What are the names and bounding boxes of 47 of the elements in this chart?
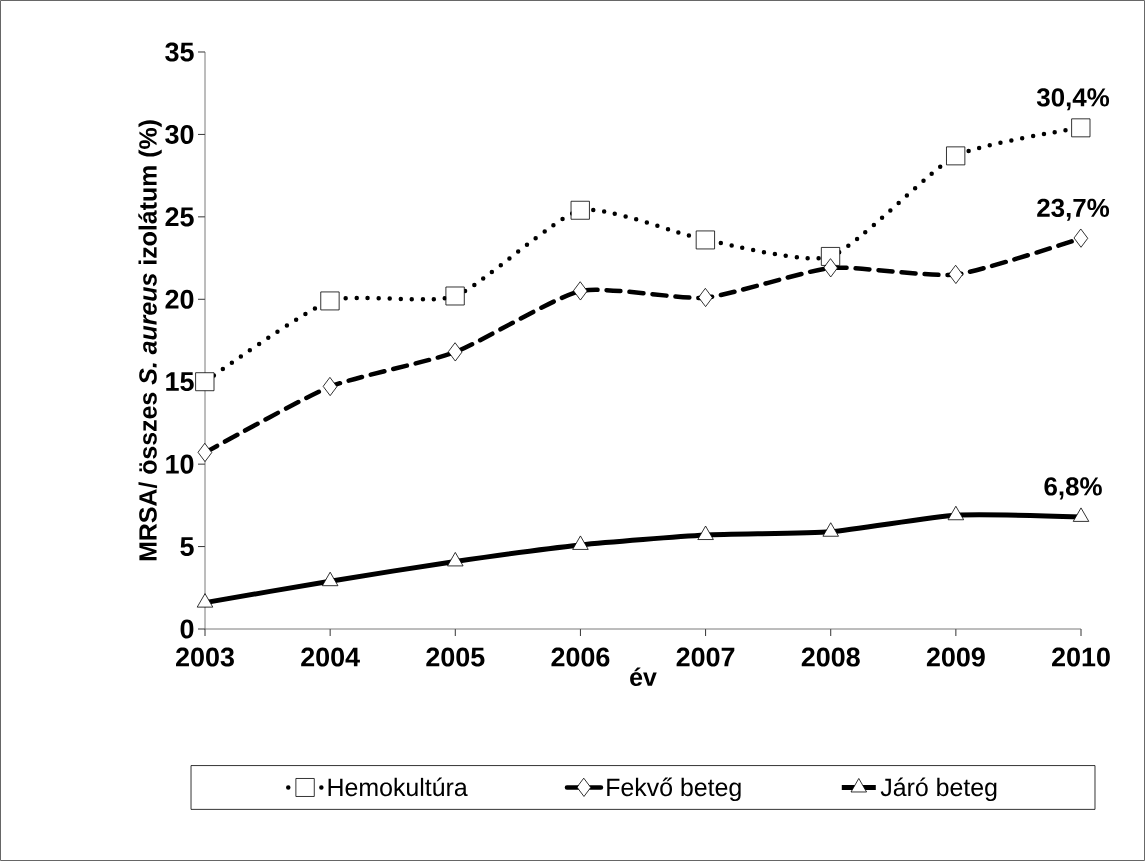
point — [447, 552, 464, 567]
point — [1071, 118, 1091, 138]
point — [320, 291, 340, 311]
x-tick-label: 2010 — [1052, 647, 1110, 667]
point — [698, 288, 713, 308]
point — [197, 443, 213, 462]
point — [1072, 507, 1090, 522]
x-tick-label: 2009 — [926, 647, 985, 667]
annotation: 30,4% — [1036, 88, 1110, 111]
x-axis-title: év — [630, 667, 657, 686]
legend-label: Fekvő beteg — [607, 777, 741, 802]
point — [573, 281, 588, 301]
annotation: 6,8% — [1044, 477, 1102, 500]
x-tick-label: 2008 — [801, 647, 860, 667]
y-tick-label: 10 — [166, 454, 194, 474]
y-axis-title: MRSA/ összes S. aureus izolátum (%) — [138, 120, 162, 561]
x-tick-label: 2005 — [426, 647, 485, 667]
point — [823, 258, 838, 278]
point — [196, 593, 214, 608]
legend-label: Járó beteg — [880, 777, 997, 802]
y-tick-label: 5 — [180, 537, 194, 556]
y-tick-label: 20 — [165, 289, 194, 309]
x-tick-label: 2004 — [301, 647, 360, 667]
x-tick-label: 2003 — [176, 647, 234, 667]
point — [1073, 228, 1089, 248]
y-tick-label: 25 — [165, 207, 194, 227]
point — [822, 522, 839, 537]
point — [948, 265, 964, 284]
point — [697, 525, 714, 540]
y-tick-label: 15 — [166, 372, 194, 392]
point — [696, 230, 715, 250]
point — [322, 377, 338, 397]
point — [947, 505, 965, 521]
legend-label: Hemokultúra — [328, 777, 468, 797]
y-tick-label: 0 — [180, 619, 194, 639]
point — [571, 200, 590, 220]
annotation: 23,7% — [1037, 198, 1110, 221]
point — [572, 535, 589, 550]
y-tick-label: 35 — [165, 42, 194, 62]
point — [195, 372, 215, 392]
x-tick-label: 2007 — [676, 647, 735, 667]
x-tick-label: 2006 — [551, 647, 610, 667]
y-tick-label: 30 — [165, 124, 194, 144]
point — [445, 286, 465, 306]
point — [448, 342, 463, 362]
point — [946, 146, 966, 166]
point — [321, 571, 339, 587]
